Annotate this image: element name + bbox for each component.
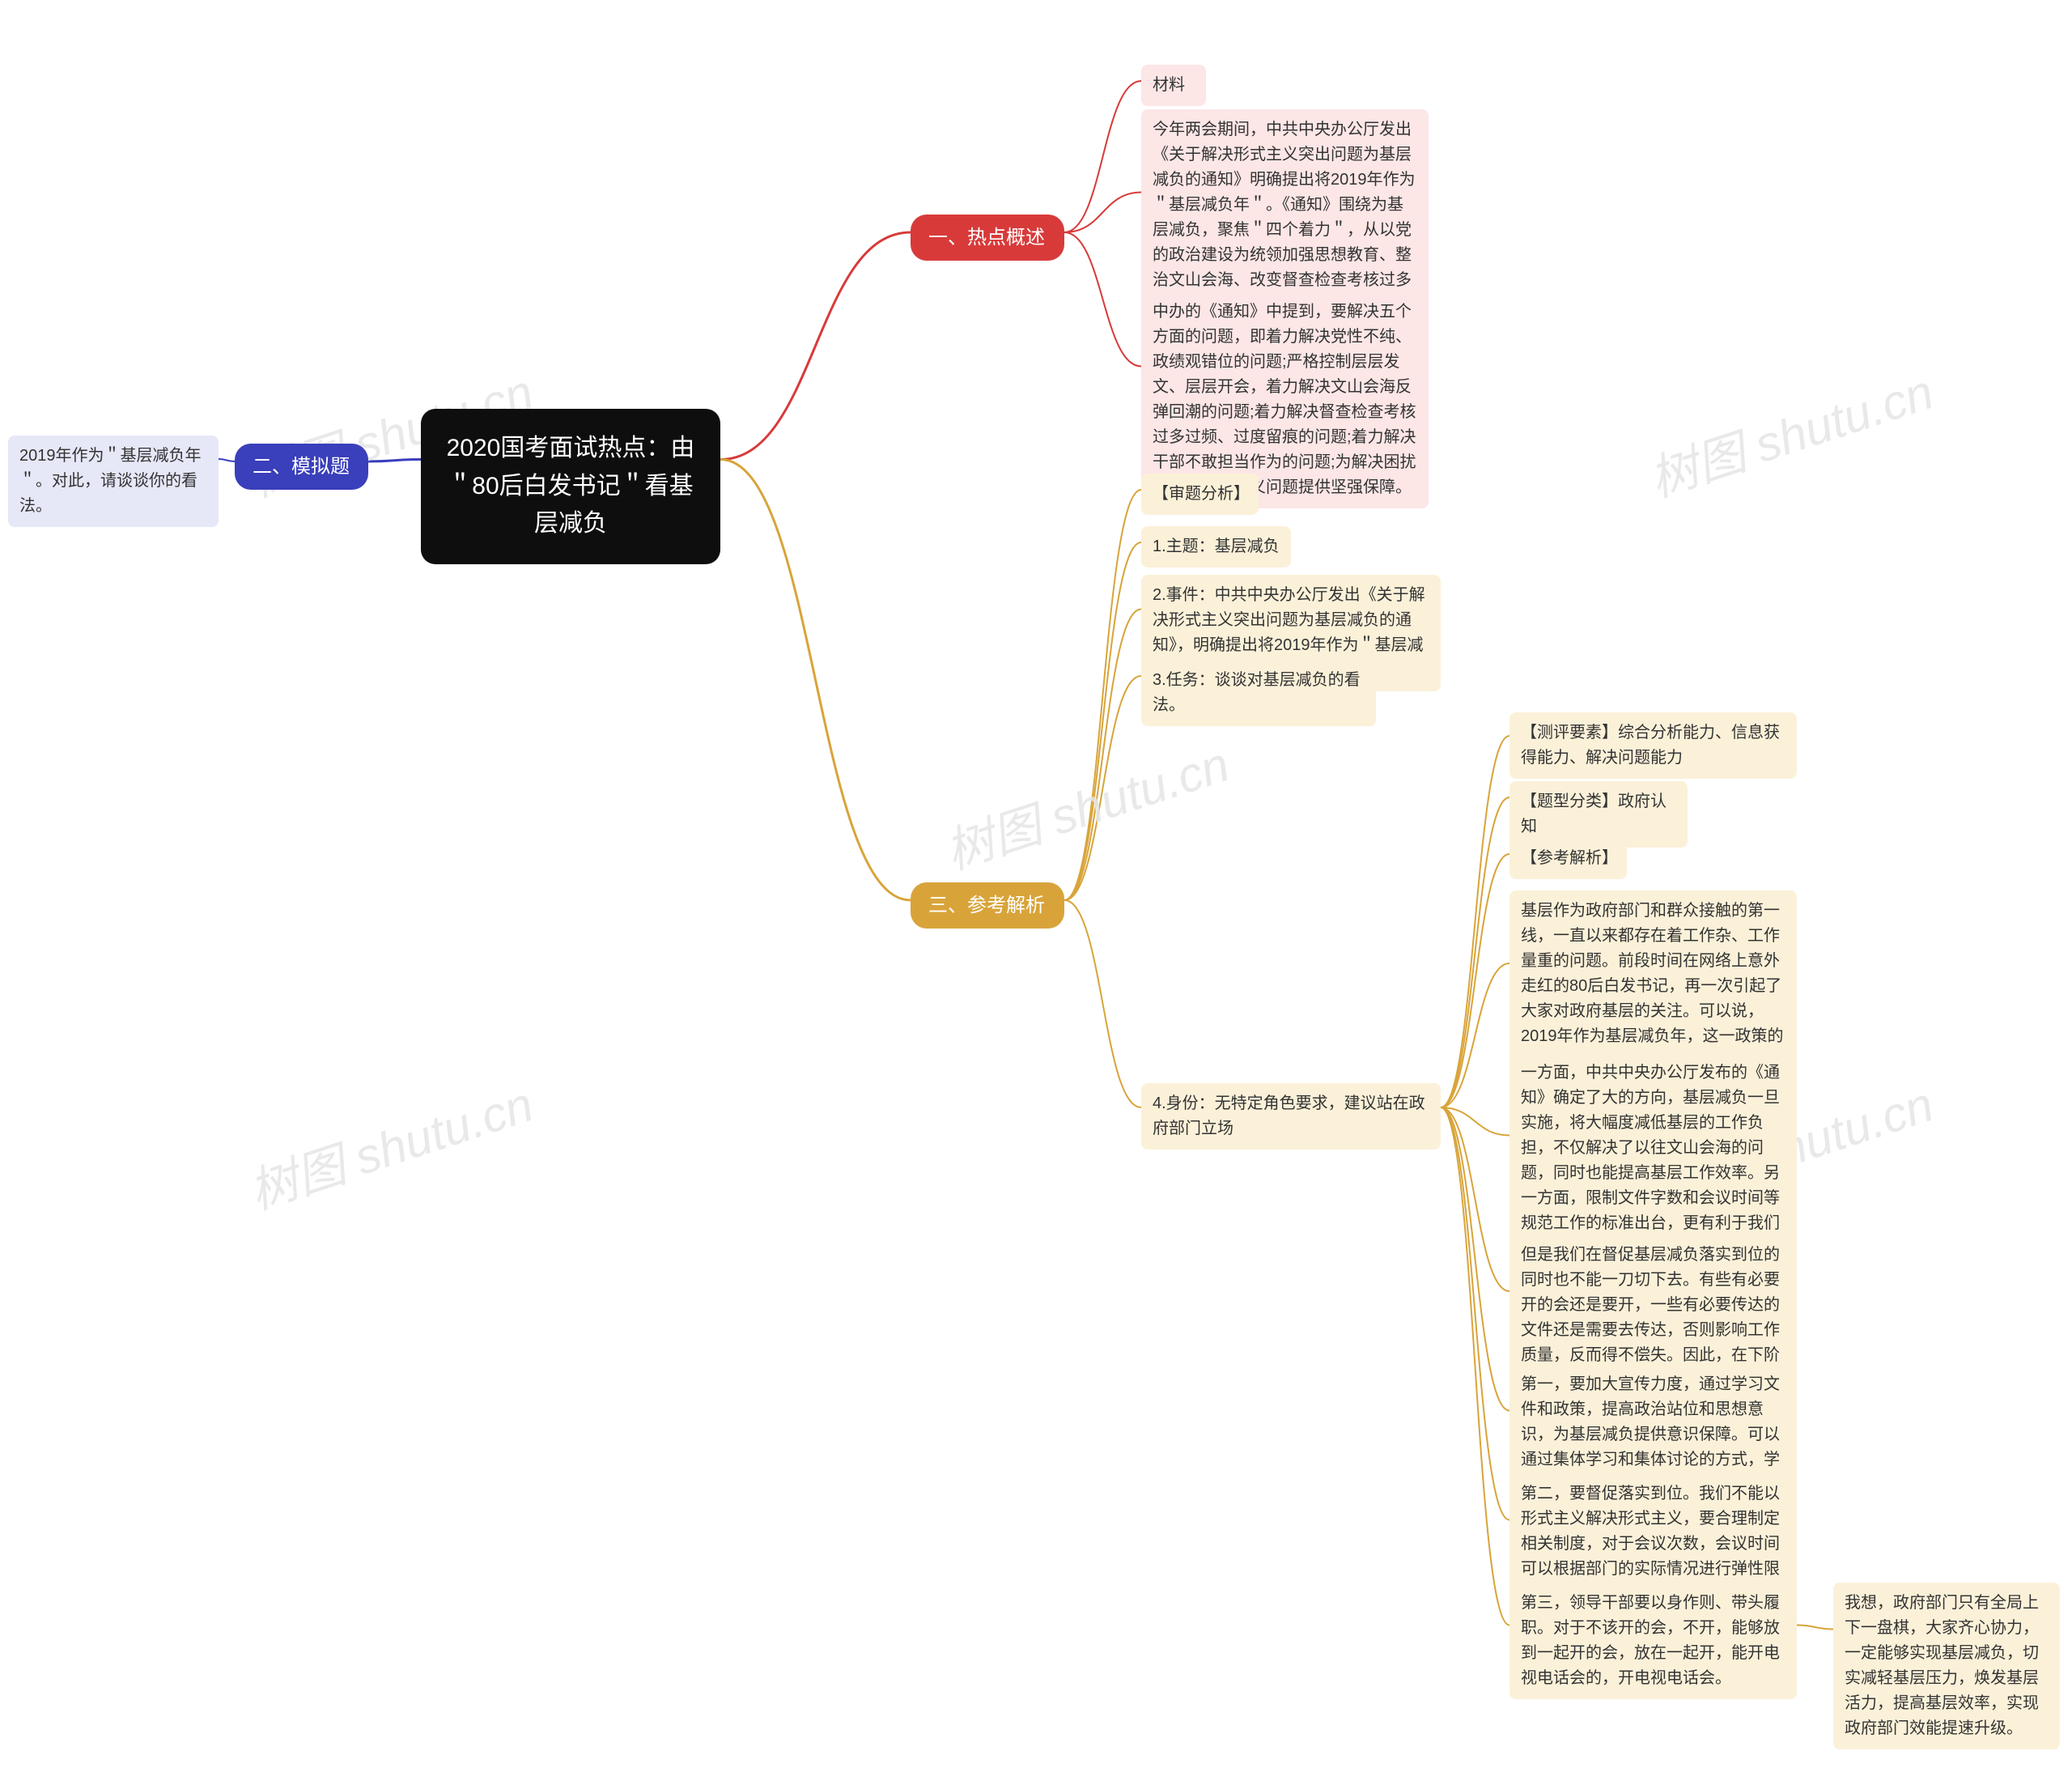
mindmap-canvas: 树图 shutu.cn树图 shutu.cn树图 shutu.cn树图 shut… (0, 0, 2072, 1785)
leaf-node: 2019年作为＂基层减负年＂。对此，请谈谈你的看法。 (8, 436, 219, 527)
leaf-node: 我想，政府部门只有全局上下一盘棋，大家齐心协力，一定能够实现基层减负，切实减轻基… (1833, 1583, 2060, 1749)
leaf-node: 3.任务：谈谈对基层减负的看法。 (1141, 660, 1376, 726)
root-node: 2020国考面试热点：由＂80后白发书记＂看基层减负 (421, 409, 720, 564)
leaf-node: 【参考解析】 (1509, 838, 1627, 879)
leaf-node: 【审题分析】 (1141, 474, 1259, 515)
leaf-node: 4.身份：无特定角色要求，建议站在政府部门立场 (1141, 1083, 1441, 1150)
watermark: 树图 shutu.cn (239, 1065, 541, 1223)
leaf-node: 第三，领导干部要以身作则、带头履职。对于不该开的会，不开，能够放到一起开的会，放… (1509, 1583, 1797, 1699)
watermark: 树图 shutu.cn (935, 725, 1237, 883)
leaf-node: 材料 (1141, 65, 1206, 106)
watermark: 树图 shutu.cn (1639, 353, 1941, 511)
branch-node: 三、参考解析 (911, 882, 1064, 929)
leaf-node: 【测评要素】综合分析能力、信息获得能力、解决问题能力 (1509, 712, 1797, 779)
branch-node: 一、热点概述 (911, 215, 1064, 261)
branch-node: 二、模拟题 (235, 444, 368, 490)
leaf-node: 1.主题：基层减负 (1141, 526, 1291, 567)
